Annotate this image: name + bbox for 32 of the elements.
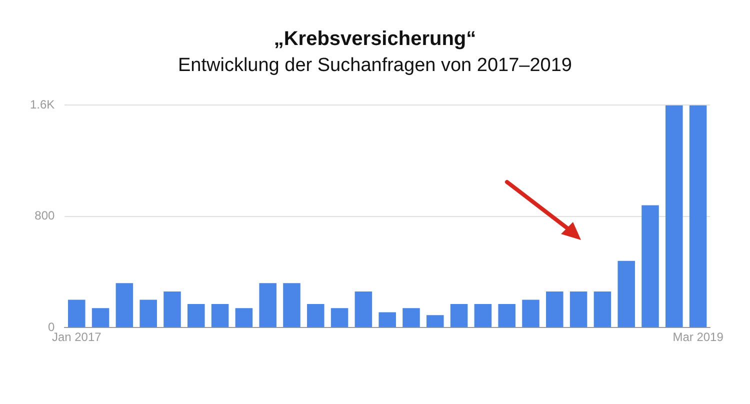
bar xyxy=(522,300,540,328)
bar xyxy=(474,304,492,328)
bar xyxy=(307,304,324,328)
bar xyxy=(642,205,659,328)
bar xyxy=(188,304,205,328)
bar xyxy=(68,300,86,328)
bar xyxy=(211,304,229,328)
bar xyxy=(618,260,635,328)
bar xyxy=(570,291,588,328)
bar xyxy=(283,283,300,328)
bar xyxy=(498,304,516,328)
y-tick-label: 1.6K xyxy=(30,98,55,112)
bar xyxy=(164,291,181,328)
chart-title: „Krebsversicherung“ xyxy=(272,27,478,51)
bar xyxy=(426,315,444,328)
bar xyxy=(666,105,683,328)
bar xyxy=(689,105,707,328)
bar xyxy=(402,308,420,328)
bar xyxy=(594,291,612,328)
bar xyxy=(140,300,157,328)
y-tick-label: 800 xyxy=(34,208,55,223)
bar xyxy=(259,283,276,328)
bar xyxy=(235,308,253,328)
bar xyxy=(330,308,348,328)
chart-subtitle: Entwicklung der Suchanfragen von 2017–2019 xyxy=(176,55,573,77)
x-tick-label: Mar 2019 xyxy=(672,330,724,344)
bar xyxy=(450,304,468,328)
bar xyxy=(546,291,564,328)
bar xyxy=(354,291,372,328)
bar xyxy=(92,308,110,328)
bar xyxy=(378,312,396,328)
bar xyxy=(116,283,134,328)
